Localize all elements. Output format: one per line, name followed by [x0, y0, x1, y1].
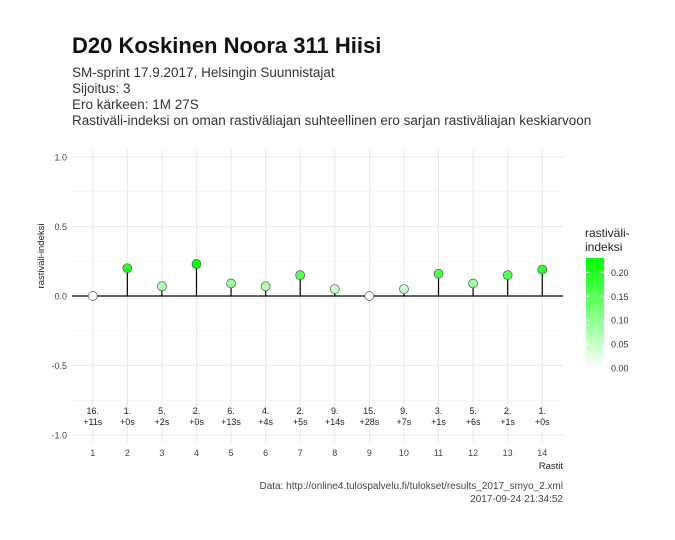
annotation-delta: +0s: [535, 417, 550, 427]
lollipop-point: [433, 268, 444, 279]
lollipop-point: [329, 284, 340, 294]
subtitle-description: Rastiväli-indeksi on oman rastiväliajan …: [72, 113, 592, 128]
annotation-rank: 3.: [435, 406, 443, 416]
lollipop-point: [260, 281, 271, 292]
lollipop-point: [295, 270, 306, 280]
subtitle-gap: Ero kärkeen: 1M 27S: [72, 97, 199, 112]
x-tick-label: 1: [90, 448, 95, 458]
annotation-labels: 16.+11s1.+0s5.+2s2.+0s6.+13s4.+4s2.+5s9.…: [83, 406, 550, 427]
y-tick-label: -1.0: [51, 431, 67, 441]
annotation-rank: 4.: [262, 406, 270, 416]
annotation-delta: +0s: [189, 417, 204, 427]
annotation-delta: +7s: [397, 417, 412, 427]
timestamp: 2017-09-24 21:34:52: [470, 494, 563, 505]
y-tick-label: 0.5: [54, 222, 67, 232]
x-tick-label: 14: [537, 448, 547, 458]
annotation-rank: 5.: [158, 406, 166, 416]
legend-title: indeksi: [585, 240, 622, 254]
data-marks: [72, 259, 563, 301]
legend-tick-label: 0.00: [611, 364, 629, 374]
lollipop-point: [191, 259, 202, 269]
lollipop-point: [87, 291, 98, 301]
annotation-rank: 1.: [538, 406, 546, 416]
annotation-delta: +6s: [466, 417, 481, 427]
annotation-rank: 9.: [331, 406, 339, 416]
x-tick-label: 8: [332, 448, 337, 458]
annotation-rank: 2.: [193, 406, 201, 416]
annotation-rank: 9.: [400, 406, 408, 416]
annotation-delta: +11s: [83, 417, 103, 427]
annotation-delta: +5s: [293, 417, 308, 427]
x-tick-label: 12: [468, 448, 478, 458]
x-tick-label: 3: [159, 448, 164, 458]
annotation-delta: +2s: [155, 417, 170, 427]
annotation-delta: +0s: [120, 417, 135, 427]
lollipop-point: [502, 270, 513, 280]
lollipop-point: [226, 278, 236, 289]
legend-tick-label: 0.10: [611, 316, 629, 326]
x-tick-label: 4: [194, 448, 199, 458]
legend-tick-label: 0.15: [611, 292, 629, 302]
subtitle-event: SM-sprint 17.9.2017, Helsingin Suunnista…: [72, 65, 335, 80]
legend: rastiväli-indeksi 0.00 0.05 0.10 0.15 0.20: [585, 226, 630, 374]
annotation-delta: +4s: [258, 417, 273, 427]
annotation-rank: 6.: [227, 406, 235, 416]
x-tick-label: 11: [434, 448, 443, 458]
annotation-rank: 5.: [469, 406, 477, 416]
x-tick-label: 2: [125, 448, 130, 458]
lollipop-point: [537, 264, 548, 275]
annotation-delta: +13s: [221, 417, 241, 427]
y-tick-label: 0.0: [54, 292, 67, 302]
annotation-rank: 2.: [296, 406, 304, 416]
x-tick-label: 6: [263, 448, 268, 458]
x-tick-label: 10: [399, 448, 409, 458]
legend-tick-label: 0.05: [611, 340, 629, 350]
lollipop-point: [468, 278, 478, 289]
x-tick-label: 9: [367, 448, 372, 458]
legend-tick-label: 0.20: [611, 268, 629, 278]
lollipop-point: [157, 281, 167, 292]
x-axis-label: Rastit: [539, 461, 564, 472]
page-title: D20 Koskinen Noora 311 Hiisi: [72, 33, 382, 58]
annotation-delta: +1s: [431, 417, 446, 427]
axes: -1.0-0.50.00.51.01 2 3 4 5 6 7 8 9 10 11 12 13 14Rast…: [36, 152, 563, 472]
lollipop-point: [122, 263, 133, 274]
annotation-delta: +1s: [500, 417, 515, 427]
legend-title: rastiväli-: [585, 226, 630, 240]
data-source: Data: http://online4.tulospalvelu.fi/tul…: [259, 481, 563, 492]
y-axis-label: rastiväli-indeksi: [36, 224, 47, 289]
annotation-delta: +14s: [325, 417, 345, 427]
x-tick-label: 13: [503, 448, 513, 458]
y-tick-label: 1.0: [54, 152, 67, 162]
y-tick-label: -0.5: [51, 361, 67, 371]
lollipop-point: [364, 291, 375, 301]
annotation-rank: 2.: [504, 406, 512, 416]
lollipop-point: [399, 284, 409, 294]
annotation-rank: 1.: [124, 406, 132, 416]
annotation-delta: +28s: [359, 417, 379, 427]
annotation-rank: 16.: [86, 406, 99, 416]
legend-colorbar: [586, 258, 604, 368]
x-tick-label: 7: [298, 448, 303, 458]
x-tick-label: 5: [229, 448, 234, 458]
annotation-rank: 15.: [363, 406, 376, 416]
subtitle-placement: Sijoitus: 3: [72, 81, 131, 96]
